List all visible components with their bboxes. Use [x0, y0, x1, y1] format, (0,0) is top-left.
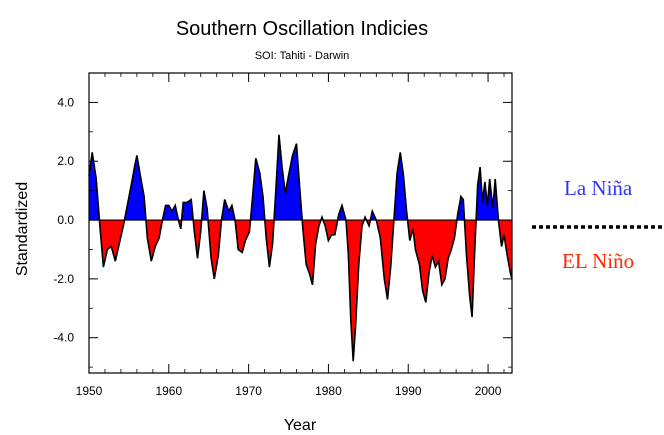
series-lines — [88, 134, 513, 362]
plot-area: 1950 1960 1970 1980 1990 2000 4.0 2.0 0.0 -2.0 -4.… — [53, 72, 513, 398]
chart-subtitle: SOI: Tahiti - Darwin — [255, 50, 350, 62]
x-tick-label: 1980 — [315, 384, 342, 398]
x-axis-label: Year — [284, 417, 317, 434]
y-tick-label: -2.0 — [53, 272, 74, 286]
axis-ticks — [88, 72, 512, 373]
y-tick-label: 0.0 — [57, 213, 74, 227]
x-tick-label: 1970 — [235, 384, 262, 398]
y-tick-label: 2.0 — [57, 154, 74, 168]
la-nina-label: La Niña — [564, 176, 633, 200]
y-tick-label: 4.0 — [57, 95, 74, 109]
chart-title: Southern Oscillation Indicies — [176, 18, 428, 40]
negative-anomaly-fill — [89, 220, 512, 362]
soi-line — [88, 134, 513, 362]
x-tick-label: 1950 — [76, 384, 103, 398]
x-tick-label: 1960 — [155, 384, 182, 398]
x-tick-label: 2000 — [475, 384, 502, 398]
x-tick-label: 1990 — [395, 384, 422, 398]
y-tick-label: -4.0 — [53, 331, 74, 345]
y-axis-label: Standardized — [14, 182, 31, 276]
plot-frame — [88, 72, 513, 374]
el-nino-label: EL Niño — [562, 249, 634, 273]
axis-tick-labels: 1950 1960 1970 1980 1990 2000 4.0 2.0 0.0 -2.0 -4.… — [53, 95, 501, 398]
negative-area — [89, 220, 512, 362]
